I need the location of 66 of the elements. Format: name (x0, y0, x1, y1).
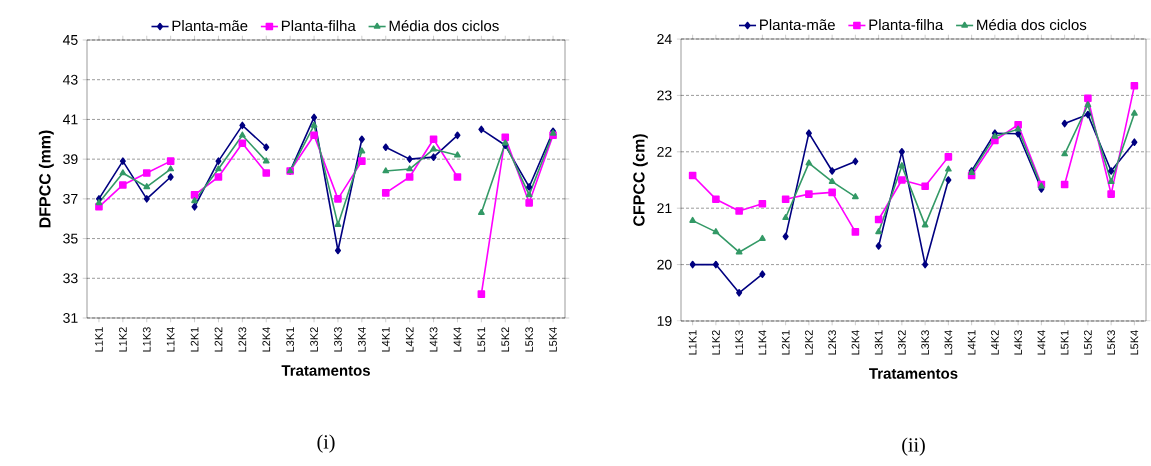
y-axis-title: CFPCC (cm) (632, 134, 648, 227)
x-tick-label: L3K1 (874, 330, 883, 355)
x-tick-label: L1K3 (142, 327, 151, 352)
text: (ii) (902, 437, 925, 456)
y-tick-label: 22 (657, 146, 672, 157)
x-tick-label: L1K2 (119, 327, 127, 352)
y-tick-label: 31 (63, 313, 78, 323)
x-tick-label: L2K1 (781, 330, 790, 355)
x-tick-label: L1K3 (735, 330, 744, 355)
x-tick-label: L4K3 (1014, 330, 1023, 355)
x-tick-label: L5K3 (525, 327, 534, 352)
y-tick-label: 20 (657, 259, 672, 270)
x-tick-label: L5K4 (549, 327, 557, 352)
legend-label: Planta-filha (869, 19, 944, 31)
x-tick-label: L3K4 (357, 327, 366, 352)
x-tick-label: L2K1 (190, 327, 199, 352)
x-tick-label: L4K3 (429, 327, 438, 352)
x-tick-label: L2K3 (828, 330, 837, 355)
x-tick-label: L2K4 (851, 330, 860, 355)
y-tick-label: 21 (657, 203, 672, 214)
y-tick-label: 43 (62, 74, 78, 85)
x-tick-label: L5K1 (477, 327, 486, 352)
x-tick-label: L1K1 (688, 330, 697, 355)
x-tick-label: L4K2 (991, 330, 999, 355)
x-tick-label: L1K2 (712, 330, 720, 355)
x-axis-title: Tratamentos (869, 368, 958, 379)
x-tick-label: L5K2 (1084, 330, 1092, 355)
x-tick-label: L5K2 (501, 327, 510, 352)
legend-label: Planta-mãe (172, 20, 248, 32)
x-tick-label: L5K1 (1060, 330, 1069, 355)
text: (i) (317, 434, 335, 453)
legend-label: Média dos ciclos (977, 18, 1087, 31)
x-tick-label: L4K1 (381, 327, 390, 352)
legend-label: Planta-mãe (760, 19, 835, 31)
x-tick-label: L1K4 (166, 327, 175, 352)
y-axis-title: DFPCC (mm) (38, 130, 54, 228)
x-tick-label: L2K2 (805, 330, 813, 355)
x-tick-label: L4K4 (453, 327, 462, 352)
y-tick-label: 37 (63, 193, 78, 204)
y-tick-label: 41 (62, 114, 78, 125)
y-tick-label: 23 (657, 90, 672, 101)
x-tick-label: L1K4 (758, 330, 767, 355)
x-tick-label: L5K4 (1130, 330, 1139, 355)
x-tick-label: L2K2 (214, 327, 223, 352)
y-tick-label: 35 (63, 233, 78, 244)
x-tick-label: L3K2 (310, 327, 318, 352)
y-tick-label: 19 (657, 316, 672, 326)
x-tick-label: L3K3 (921, 330, 930, 355)
y-tick-label: 39 (63, 154, 78, 165)
y-tick-label: 24 (657, 34, 672, 44)
x-tick-label: L3K2 (898, 330, 906, 355)
x-tick-label: L3K4 (944, 330, 953, 355)
x-tick-label: L2K4 (262, 327, 271, 352)
x-tick-label: L3K1 (286, 327, 295, 352)
x-tick-label: L5K3 (1107, 330, 1116, 355)
x-axis-title: Tratamentos (281, 365, 370, 376)
legend-label: Planta-filha (281, 20, 356, 32)
x-tick-label: L2K3 (238, 327, 247, 352)
legend-label: Média dos ciclos (389, 20, 499, 32)
y-tick-label: 45 (62, 35, 78, 45)
x-tick-label: L1K1 (95, 327, 103, 352)
x-tick-label: L4K4 (1037, 330, 1046, 355)
y-tick-label: 33 (63, 273, 78, 284)
x-tick-label: L3K3 (334, 327, 342, 352)
x-tick-label: L4K1 (967, 330, 976, 355)
x-tick-label: L4K2 (405, 327, 414, 352)
